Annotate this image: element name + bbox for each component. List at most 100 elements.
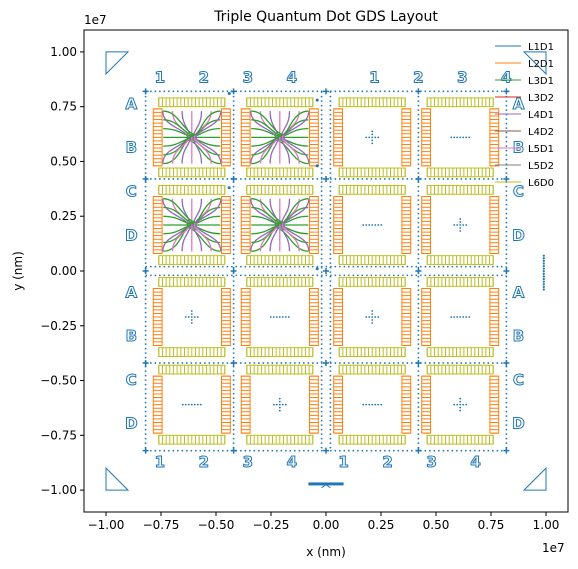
center-dot [190,319,193,321]
row-label-left: A [125,283,137,301]
pad-column-left-fingers [333,108,343,167]
pad-row-top-fingers [158,365,226,374]
gate-trace-bottom [195,224,222,252]
cell-center-marker [272,397,287,412]
center-dot [459,227,462,229]
center-dot [371,139,374,142]
center-dot [453,316,456,318]
cell-center-marker [450,136,471,139]
center-dot [374,224,377,226]
gate-trace-left [163,119,195,137]
gate-trace-top [195,110,222,138]
pad-row-bottom-fingers [338,347,406,357]
alignment-cross [230,175,237,182]
center-dot [459,406,462,409]
edge-marker-dot [542,264,545,268]
pad-column-left-fingers [421,375,431,434]
center-dot [269,316,272,318]
alignment-cross [323,175,329,182]
center-dot [278,409,281,412]
alignment-cross [503,447,510,454]
legend-label-l1d1: L1D1 [528,42,554,53]
cell-center-marker [362,224,383,226]
y-tick-label: −1.00 [40,483,77,497]
pad-row-bottom-fingers [426,168,494,177]
gate-trace-right [283,110,309,136]
center-dot [456,224,459,226]
pad-row-bottom-fingers [426,255,494,265]
column-label-top: 1 [369,69,379,87]
center-dot [459,136,462,139]
center-dot [371,142,374,145]
center-dot [465,403,468,406]
y-tick-label: 0.50 [50,154,77,168]
center-dot [368,403,371,406]
center-dot [371,136,374,139]
cell-center-marker [362,403,383,406]
bottom-center-bar [308,482,344,486]
pad-column-left-fingers [241,108,251,167]
edge-marker-dot [542,277,545,281]
edge-marker-dot [542,254,545,257]
center-dot [196,316,199,318]
legend-label-l4d2: L4D2 [528,127,554,138]
center-dot [190,403,193,406]
center-dot [365,403,368,406]
row-label-left: A [125,95,137,113]
center-dot [374,316,377,318]
center-dot [362,403,365,406]
legend: L1D1 L2D1 L3D1 L3D2 L4D1 L4D2 L5D1 L5D2 L6D0 [495,42,554,189]
center-dot [287,316,290,318]
gate-trace-bottom [280,137,291,164]
pad-column-left-fingers [421,196,431,254]
alignment-cross [142,268,149,274]
x-tick-label: −0.75 [143,518,180,532]
column-label-top: 1 [155,69,165,87]
column-label-bottom: 4 [287,453,297,471]
gate-trace-bottom [283,224,310,252]
x-axis: −1.00 −0.75 −0.50 −0.25 0.00 0.25 0.50 0.75 1.00 [88,512,559,532]
row-label-right: C [513,371,524,389]
pad-row-top-fingers [426,97,494,107]
center-dot [371,224,374,226]
gate-trace-left [251,110,284,136]
row-label-right: A [513,283,525,301]
center-dot [272,403,275,406]
column-label-bottom: 1 [155,453,165,471]
gate-trace-right [275,226,309,252]
gate-trace-bottom [283,137,310,164]
row-label-right: C [513,183,524,201]
edge-marker-dot [542,257,545,260]
center-dot [199,403,202,406]
pad-row-top-fingers [246,97,314,107]
y-tick-label: −0.75 [40,428,77,442]
edge-marker-dot [542,285,545,288]
x-tick-label: −0.50 [198,518,235,532]
alignment-cross [415,360,422,367]
center-dot [456,136,459,139]
legend-label-l5d1: L5D1 [528,144,554,155]
center-dot [368,136,371,139]
pad-column-right-fingers [309,108,319,167]
alignment-cross [142,447,149,454]
alignment-cross [503,88,510,95]
scatter-dot [315,98,319,102]
pad-row-top-fingers [426,185,494,195]
gate-trace-bottom [195,137,222,164]
center-dot [450,136,453,139]
center-dot [365,136,368,139]
gate-trace-left [251,127,282,138]
alignment-cross [503,360,510,367]
y-tick-label: 0.75 [50,100,77,114]
alignment-cross [230,360,237,367]
pad-row-bottom-fingers [158,435,226,445]
column-label-bottom: 2 [382,453,392,471]
column-label-top: 4 [501,69,511,87]
gate-trace-right [283,198,309,223]
gate-trace-bottom [281,224,300,252]
pad-column-right-fingers [489,196,499,254]
x-offset-label: 1e7 [542,541,565,555]
center-dot [187,403,190,406]
pad-column-left-fingers [241,196,251,254]
gate-trace-bottom [181,137,192,164]
